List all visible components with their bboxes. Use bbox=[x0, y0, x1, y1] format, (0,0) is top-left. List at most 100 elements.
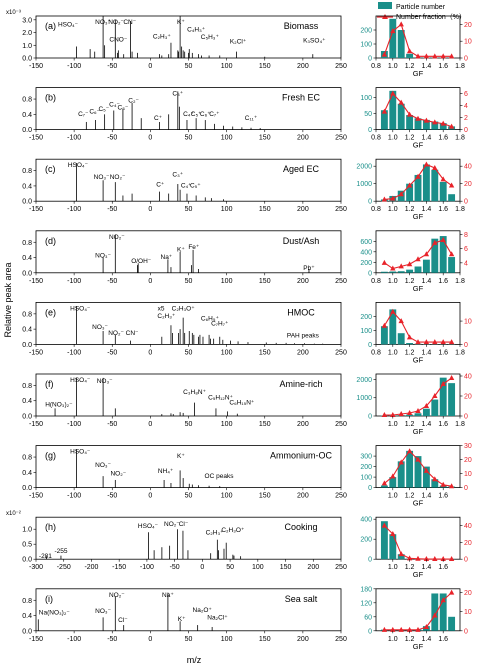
peak-label: C₄⁺ bbox=[183, 111, 194, 118]
y-tick-label: 0.0 bbox=[22, 628, 32, 635]
x-tick-label: -150 bbox=[29, 206, 43, 213]
peak-label: C₂H₃⁺ bbox=[157, 313, 176, 320]
x-tick-label: 0 bbox=[148, 135, 152, 142]
gf-right-tick-label: 20 bbox=[464, 590, 472, 597]
x-tick-label: 250 bbox=[335, 278, 347, 285]
gf-bar bbox=[406, 450, 414, 488]
gf-x-tick-label: 1.2 bbox=[405, 63, 415, 70]
x-tick-label: 200 bbox=[297, 349, 309, 356]
gf-bar bbox=[406, 53, 414, 58]
x-tick-label: -100 bbox=[67, 135, 81, 142]
gf-right-tick-label: 40 bbox=[464, 374, 472, 381]
panel-label: (f) bbox=[45, 379, 54, 389]
gf-bar bbox=[380, 271, 388, 273]
gf-fraction-marker bbox=[390, 473, 396, 479]
gf-right-tick-label: 2 bbox=[464, 115, 468, 122]
peak-label: K⁺ bbox=[177, 19, 185, 26]
gf-fraction-marker bbox=[423, 251, 430, 257]
peak-label: NO₂⁻ bbox=[110, 470, 126, 477]
peak-label: NH₄⁺ bbox=[158, 468, 174, 475]
peak-label: O/OH⁻ bbox=[131, 258, 152, 265]
gf-right-tick-label: 8 bbox=[464, 232, 468, 239]
gf-right-tick-label: 6 bbox=[464, 91, 468, 98]
gf-fraction-marker bbox=[398, 411, 404, 416]
peak-label: NO₂⁻ bbox=[108, 330, 124, 337]
gf-fraction-marker bbox=[440, 53, 446, 59]
peak-label: K⁺ bbox=[177, 246, 185, 253]
x-tick-label: 100 bbox=[221, 63, 233, 70]
peak-label: NO₂⁻ bbox=[108, 19, 124, 26]
gf-right-tick-label: 0 bbox=[464, 127, 468, 134]
gf-frame bbox=[375, 588, 461, 632]
gf-left-tick-label: 0 bbox=[368, 127, 372, 134]
gf-x-tick-label: 1.6 bbox=[438, 135, 448, 142]
gf-x-tick-label: 1.8 bbox=[455, 206, 465, 213]
gf-bar bbox=[431, 479, 439, 488]
gf-left-tick-label: 0 bbox=[368, 628, 372, 635]
gf-left-tick-label: 200 bbox=[360, 260, 372, 267]
gf-bar bbox=[397, 333, 405, 345]
x-tick-label: 250 bbox=[335, 421, 347, 428]
gf-fraction-marker bbox=[381, 322, 388, 328]
gf-fraction-marker bbox=[415, 408, 421, 413]
peak-label: K₃SO₄⁺ bbox=[303, 38, 326, 45]
peak-label: C₄⁺ bbox=[181, 182, 192, 189]
gf-x-tick-label: 1.4 bbox=[422, 564, 432, 571]
gf-left-tick-label: 0 bbox=[368, 270, 372, 277]
y-tick-label: 1.0 bbox=[22, 43, 32, 50]
peak-label: HSO₄⁻ bbox=[70, 305, 91, 312]
gf-left-tick-label: 0 bbox=[368, 414, 372, 421]
peak-label: NO₂⁻ bbox=[110, 174, 126, 181]
x-tick-label: -50 bbox=[107, 636, 117, 643]
gf-x-tick-label: 1.8 bbox=[455, 63, 465, 70]
gf-axis-label: GF bbox=[413, 284, 424, 293]
peak-label: H(NO₃)₂⁻ bbox=[45, 401, 73, 408]
peak-label: C₅H₃⁺ bbox=[201, 34, 220, 41]
gf-right-tick-label: 4 bbox=[464, 103, 468, 110]
gf-fraction-marker bbox=[440, 120, 446, 126]
peak-label: NO₂⁻ bbox=[109, 592, 125, 599]
gf-fraction-marker bbox=[398, 99, 404, 105]
panel-label: (b) bbox=[45, 93, 56, 103]
x-tick-label: 100 bbox=[252, 564, 264, 571]
x-tick-label: 150 bbox=[259, 206, 271, 213]
gf-bar bbox=[448, 257, 456, 273]
gf-x-tick-label: 1.2 bbox=[405, 135, 415, 142]
gf-fraction-marker bbox=[448, 123, 455, 129]
gf-x-tick-label: 1.6 bbox=[438, 206, 448, 213]
x-tick-label: -150 bbox=[29, 421, 43, 428]
peak-label: -255 bbox=[54, 548, 67, 555]
gf-left-tick-label: 400 bbox=[360, 249, 372, 256]
gf-fraction-marker bbox=[448, 556, 455, 562]
gf-right-tick-label: 0 bbox=[464, 199, 468, 206]
gf-x-tick-label: 1.0 bbox=[388, 278, 398, 285]
gf-axis-label: GF bbox=[413, 570, 424, 579]
x-tick-label: 100 bbox=[221, 421, 233, 428]
gf-fraction-marker bbox=[381, 522, 388, 528]
x-tick-label: -100 bbox=[67, 63, 81, 70]
gf-x-tick-label: 1.4 bbox=[422, 493, 432, 500]
y-tick-label: 0.4 bbox=[22, 327, 32, 334]
gf-fraction-marker bbox=[432, 164, 438, 170]
y-tick-label: 2.0 bbox=[22, 30, 32, 37]
gf-x-tick-label: 1.6 bbox=[438, 349, 448, 356]
gf-left-tick-label: 100 bbox=[360, 475, 372, 482]
gf-fraction-marker bbox=[406, 410, 413, 415]
gf-bar bbox=[422, 408, 430, 416]
peak-label: NO₃⁻ bbox=[97, 378, 113, 385]
peak-label: C₃⁺ bbox=[172, 91, 183, 98]
gf-fraction-marker bbox=[390, 412, 396, 417]
x-tick-label: 200 bbox=[297, 636, 309, 643]
gf-right-tick-label: 20 bbox=[464, 540, 472, 547]
gf-fraction-marker bbox=[381, 196, 388, 202]
peak-label: HSO₄⁻ bbox=[138, 523, 159, 530]
gf-right-tick-label: 40 bbox=[464, 523, 472, 530]
gf-x-tick-label: 1.8 bbox=[455, 135, 465, 142]
gf-bar bbox=[422, 119, 430, 130]
gf-x-tick-label: 0.8 bbox=[371, 135, 381, 142]
x-tick-label: 50 bbox=[185, 278, 193, 285]
gf-right-tick-label: 30 bbox=[464, 443, 472, 450]
gf-right-tick-label: 20 bbox=[464, 457, 472, 464]
gf-fraction-marker bbox=[423, 339, 430, 345]
